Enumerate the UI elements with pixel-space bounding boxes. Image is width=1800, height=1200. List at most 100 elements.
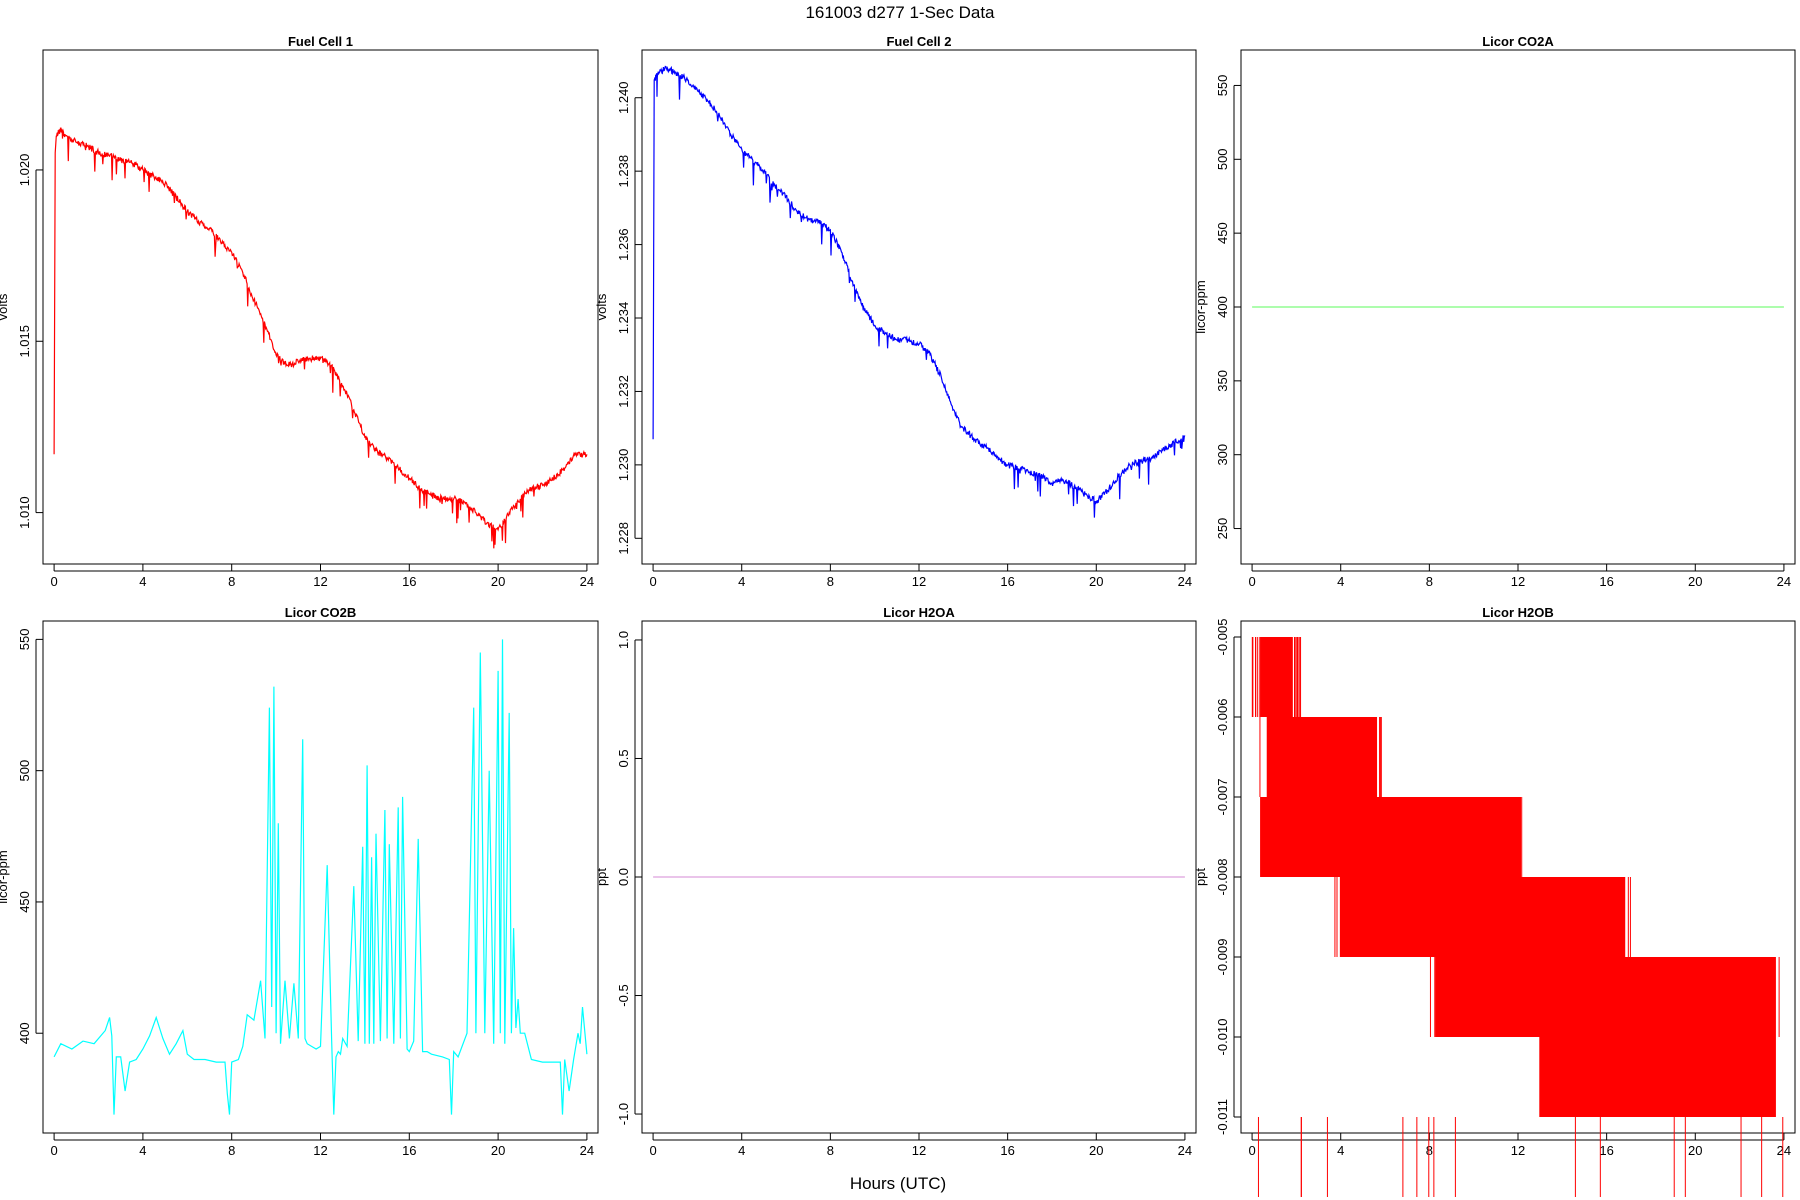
x-tick-label: 0 bbox=[1248, 1143, 1255, 1158]
x-tick-label: 4 bbox=[139, 574, 146, 589]
level-band bbox=[1266, 717, 1378, 797]
y-tick-label: -0.006 bbox=[1215, 699, 1230, 736]
y-tick-label: 1.234 bbox=[616, 302, 631, 335]
y-axis-label: ppt bbox=[594, 868, 609, 886]
x-tick-label: 24 bbox=[1777, 574, 1791, 589]
series-line bbox=[53, 127, 588, 549]
y-tick-label: 1.0 bbox=[616, 631, 631, 649]
y-tick-label: 450 bbox=[1215, 222, 1230, 244]
level-bands bbox=[1251, 637, 1784, 1197]
x-tick-label: 4 bbox=[1337, 574, 1344, 589]
x-tick-label: 20 bbox=[1089, 1143, 1103, 1158]
x-tick-label: 24 bbox=[1178, 574, 1192, 589]
x-tick-label: 16 bbox=[1000, 1143, 1014, 1158]
x-tick-label: 4 bbox=[738, 574, 745, 589]
y-tick-label: -0.011 bbox=[1215, 1099, 1230, 1135]
x-tick-label: 0 bbox=[649, 1143, 656, 1158]
panel-5: Licor H2OA ppt 0 4 8 12 16 20 24 -1.0 -0.5 0.0 0.5 1.… bbox=[594, 605, 1197, 1158]
x-tick-label: 12 bbox=[313, 1143, 327, 1158]
x-tick-label: 16 bbox=[1000, 574, 1014, 589]
y-tick-label: -0.005 bbox=[1215, 619, 1230, 656]
x-tick-label: 12 bbox=[313, 574, 327, 589]
x-tick-label: 0 bbox=[1248, 574, 1255, 589]
y-tick-label: 0.5 bbox=[616, 749, 631, 767]
y-tick-label: -0.5 bbox=[616, 984, 631, 1006]
panel-title: Licor CO2B bbox=[285, 605, 357, 620]
y-tick-label: 1.238 bbox=[616, 155, 631, 188]
x-tick-label: 8 bbox=[1426, 574, 1433, 589]
x-tick-label: 4 bbox=[1337, 1143, 1344, 1158]
y-tick-label: 1.228 bbox=[616, 522, 631, 555]
level-band bbox=[1260, 797, 1522, 877]
x-tick-label: 20 bbox=[1089, 574, 1103, 589]
x-tick-label: 4 bbox=[738, 1143, 745, 1158]
plot-frame bbox=[42, 620, 599, 1134]
panel-title: Licor H2OB bbox=[1482, 605, 1554, 620]
x-tick-label: 8 bbox=[827, 1143, 834, 1158]
panel-4: Licor CO2B licor-ppm 0 4 8 12 16 20 24 400 450 500 5… bbox=[0, 605, 599, 1158]
y-axis-label: licor-ppm bbox=[0, 850, 10, 903]
x-tick-label: 0 bbox=[50, 574, 57, 589]
x-tick-label: 8 bbox=[228, 574, 235, 589]
y-tick-label: 250 bbox=[1215, 518, 1230, 540]
y-tick-label: 1.236 bbox=[616, 228, 631, 261]
y-tick-label: 400 bbox=[1215, 296, 1230, 318]
y-tick-label: 1.015 bbox=[17, 325, 32, 358]
panel-1: Fuel Cell 1 volts 0 4 8 12 16 20 24 1.010 1.015 1.0… bbox=[0, 34, 599, 589]
y-axis-label: volts bbox=[594, 293, 609, 320]
level-band bbox=[1539, 1037, 1776, 1117]
x-tick-label: 20 bbox=[1688, 1143, 1702, 1158]
y-tick-label: 1.240 bbox=[616, 81, 631, 114]
x-tick-label: 4 bbox=[139, 1143, 146, 1158]
x-tick-label: 0 bbox=[649, 574, 656, 589]
y-tick-label: 400 bbox=[17, 1022, 32, 1044]
x-tick-label: 16 bbox=[402, 1143, 416, 1158]
y-axis-label: ppt bbox=[1193, 868, 1208, 886]
x-tick-label: 24 bbox=[580, 574, 594, 589]
y-tick-label: -0.010 bbox=[1215, 1019, 1230, 1056]
x-tick-label: 12 bbox=[1511, 574, 1525, 589]
x-tick-label: 0 bbox=[50, 1143, 57, 1158]
y-tick-label: -0.008 bbox=[1215, 859, 1230, 896]
y-tick-label: 1.232 bbox=[616, 375, 631, 408]
x-tick-label: 16 bbox=[1599, 574, 1613, 589]
y-tick-label: 300 bbox=[1215, 444, 1230, 466]
y-tick-label: 550 bbox=[1215, 75, 1230, 97]
x-tick-label: 12 bbox=[912, 574, 926, 589]
x-tick-label: 8 bbox=[1426, 1143, 1433, 1158]
panel-3: Licor CO2A licor-ppm 0 4 8 12 16 20 24 250 300 350 4… bbox=[1193, 34, 1796, 589]
y-tick-label: 350 bbox=[1215, 370, 1230, 392]
y-tick-label: 1.020 bbox=[17, 154, 32, 187]
y-tick-label: -0.009 bbox=[1215, 939, 1230, 976]
panel-2: Fuel Cell 2 volts 0 4 8 12 16 20 24 1.228 1.230 1.2… bbox=[594, 34, 1197, 589]
x-tick-label: 8 bbox=[228, 1143, 235, 1158]
panel-title: Licor H2OA bbox=[883, 605, 955, 620]
x-tick-label: 24 bbox=[580, 1143, 594, 1158]
y-tick-label: 500 bbox=[1215, 148, 1230, 170]
y-tick-label: 450 bbox=[17, 891, 32, 913]
y-tick-label: 1.230 bbox=[616, 449, 631, 482]
figure-x-axis-label: Hours (UTC) bbox=[850, 1174, 946, 1193]
figure-title: 161003 d277 1-Sec Data bbox=[805, 3, 995, 22]
level-band bbox=[1339, 877, 1626, 957]
panel-title: Fuel Cell 1 bbox=[288, 34, 353, 49]
panel-title: Licor CO2A bbox=[1482, 34, 1554, 49]
x-tick-label: 12 bbox=[1511, 1143, 1525, 1158]
panel-6: Licor H2OB ppt 0 4 8 12 16 20 24 -0.011 -0.010 -0.0… bbox=[1193, 605, 1796, 1197]
y-axis-label: licor-ppm bbox=[1193, 280, 1208, 333]
y-tick-label: 500 bbox=[17, 760, 32, 782]
y-tick-label: 1.010 bbox=[17, 496, 32, 529]
series-line bbox=[652, 65, 1186, 518]
x-tick-label: 24 bbox=[1178, 1143, 1192, 1158]
y-axis-label: volts bbox=[0, 293, 10, 320]
series-line bbox=[53, 639, 588, 1115]
x-tick-label: 12 bbox=[912, 1143, 926, 1158]
x-tick-label: 20 bbox=[491, 1143, 505, 1158]
x-tick-label: 20 bbox=[1688, 574, 1702, 589]
x-tick-label: 8 bbox=[827, 574, 834, 589]
y-tick-label: -0.007 bbox=[1215, 779, 1230, 816]
y-tick-label: 0.0 bbox=[616, 868, 631, 886]
y-tick-label: -1.0 bbox=[616, 1103, 631, 1125]
x-tick-label: 16 bbox=[402, 574, 416, 589]
